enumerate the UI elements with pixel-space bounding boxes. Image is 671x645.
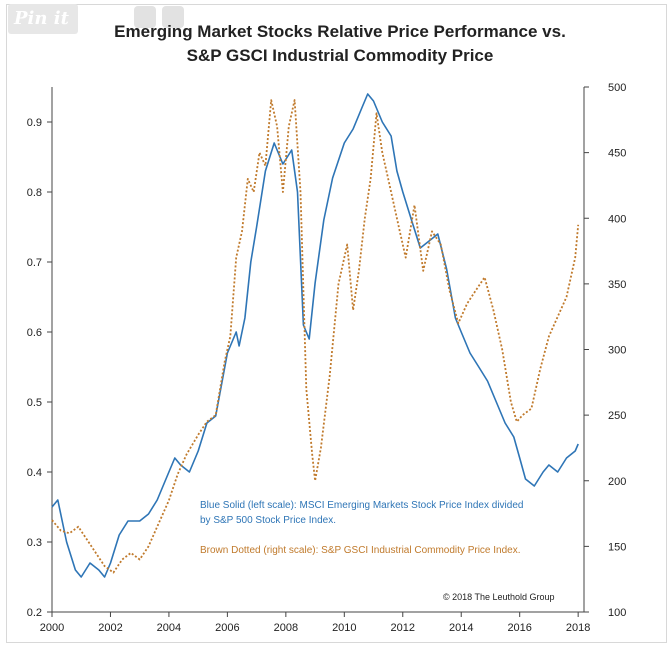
x-tick-label-2016: 2016: [507, 622, 531, 634]
x-tick-label-2012: 2012: [391, 622, 415, 634]
y-right-tick-label-150: 150: [608, 541, 626, 553]
x-tick-label-2006: 2006: [215, 622, 239, 634]
y-left-tick-label-0.5: 0.5: [27, 397, 42, 409]
y-left-tick-label-0.7: 0.7: [27, 257, 42, 269]
chart-subtitle: S&P GSCI Industrial Commodity Price: [186, 46, 494, 65]
y-right-tick-label-400: 400: [608, 213, 626, 225]
x-tick-label-2014: 2014: [449, 622, 473, 634]
y-left-tick-label-0.6: 0.6: [27, 327, 42, 339]
y-right-tick-label-200: 200: [608, 476, 626, 488]
y-left-tick-label-0.9: 0.9: [27, 117, 42, 129]
y-left-tick-label-0.3: 0.3: [27, 537, 42, 549]
annotations: Blue Solid (left scale): MSCI Emerging M…: [200, 500, 555, 602]
pin-action-button-1[interactable]: [134, 6, 156, 28]
y-right-tick-label-100: 100: [608, 607, 626, 619]
chart-frame: [6, 4, 667, 643]
series-line-blue-solid: [51, 93, 579, 578]
blue-series-note-line-1: Blue Solid (left scale): MSCI Emerging M…: [200, 500, 523, 511]
copyright-note: © 2018 The Leuthold Group: [443, 592, 555, 602]
y-right-tick-label-450: 450: [608, 148, 626, 160]
chart-title: Emerging Market Stocks Relative Price Pe…: [114, 22, 566, 41]
y-right-tick-label-300: 300: [608, 345, 626, 357]
axes: 2000 2002 2004 2006 2008 2010 2012 2014 2016 2018…: [27, 82, 627, 634]
y-right-tick-label-350: 350: [608, 279, 626, 291]
x-tick-label-2018: 2018: [566, 622, 590, 634]
plot-area: [51, 93, 580, 578]
y-right-tick-label-500: 500: [608, 82, 626, 94]
pin-it-button[interactable]: Pin it: [8, 4, 78, 34]
blue-series-note-line-2: by S&P 500 Stock Price Index.: [200, 515, 336, 526]
y-left-tick-label-0.8: 0.8: [27, 187, 42, 199]
x-tick-label-2010: 2010: [332, 622, 356, 634]
x-tick-label-2004: 2004: [157, 622, 181, 634]
pin-action-button-2[interactable]: [162, 6, 184, 28]
x-tick-label-2000: 2000: [40, 622, 64, 634]
x-tick-label-2008: 2008: [274, 622, 298, 634]
y-left-tick-label-0.2: 0.2: [27, 607, 42, 619]
y-right-tick-label-250: 250: [608, 410, 626, 422]
x-tick-label-2002: 2002: [98, 622, 122, 634]
y-left-tick-label-0.4: 0.4: [27, 467, 42, 479]
brown-series-note: Brown Dotted (right scale): S&P GSCI Ind…: [200, 545, 521, 556]
